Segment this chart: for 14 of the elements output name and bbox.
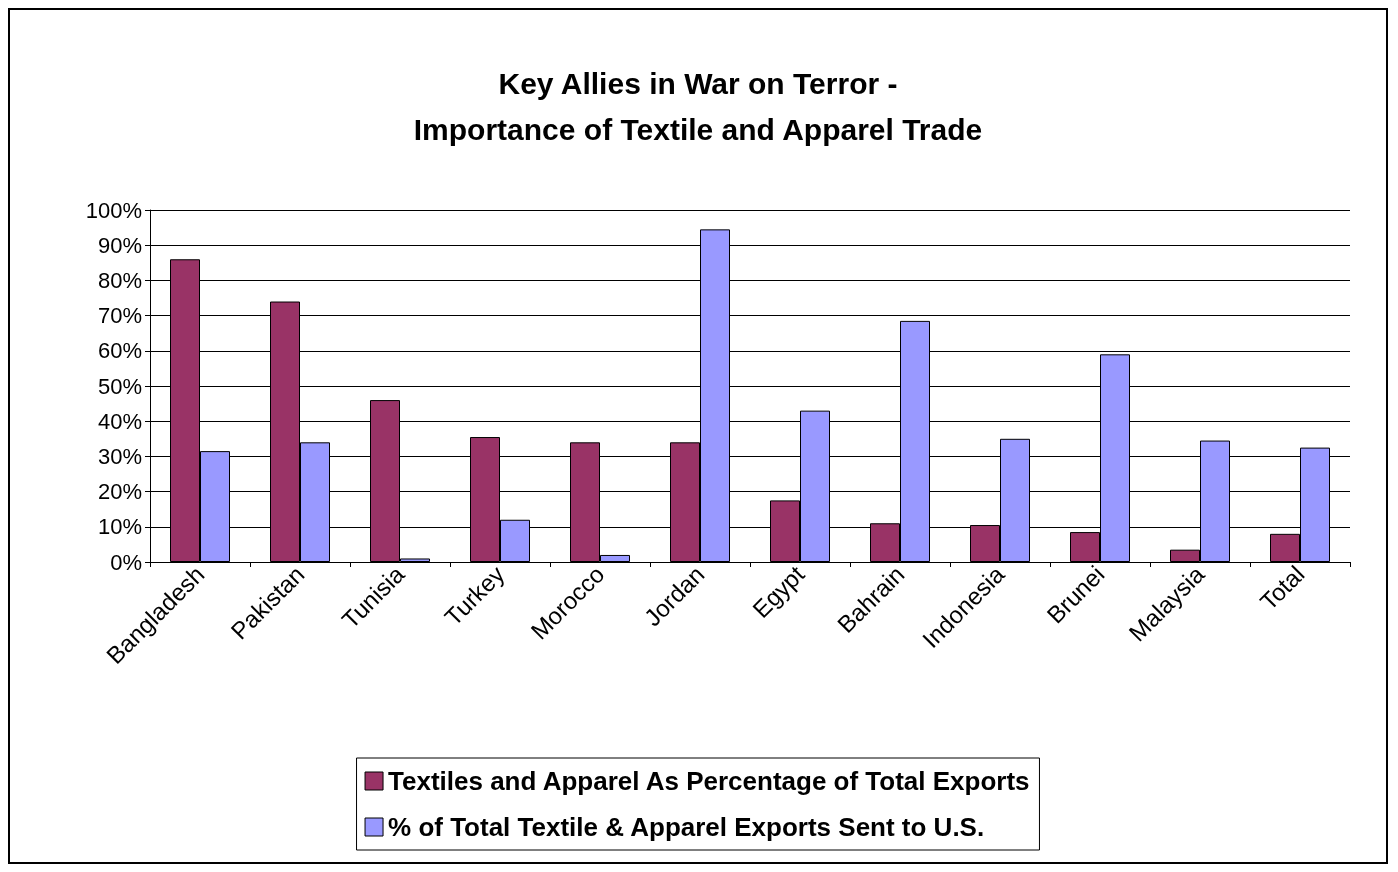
- y-tick-label: 10%: [97, 514, 142, 540]
- y-tick-label: 20%: [97, 479, 142, 505]
- y-tick-label: 80%: [97, 267, 142, 293]
- y-tick-label: 60%: [97, 338, 142, 364]
- y-tick-label: 40%: [97, 408, 142, 434]
- y-tick-label: 100%: [85, 197, 142, 223]
- chart-title: Key Allies in War on Terror - Importance of Textile and Apparel Trade: [413, 66, 983, 146]
- legend-label: Textiles and Apparel As Percentage of Total Exports: [388, 766, 1030, 796]
- y-tick-label: 50%: [97, 373, 142, 399]
- y-tick-label: 90%: [97, 232, 142, 258]
- legend-label: % of Total Textile & Apparel Exports Sent to U.S.: [388, 812, 985, 842]
- y-tick-label: 0%: [110, 549, 142, 575]
- y-tick-label: 30%: [97, 443, 142, 469]
- y-tick-label: 70%: [97, 303, 142, 329]
